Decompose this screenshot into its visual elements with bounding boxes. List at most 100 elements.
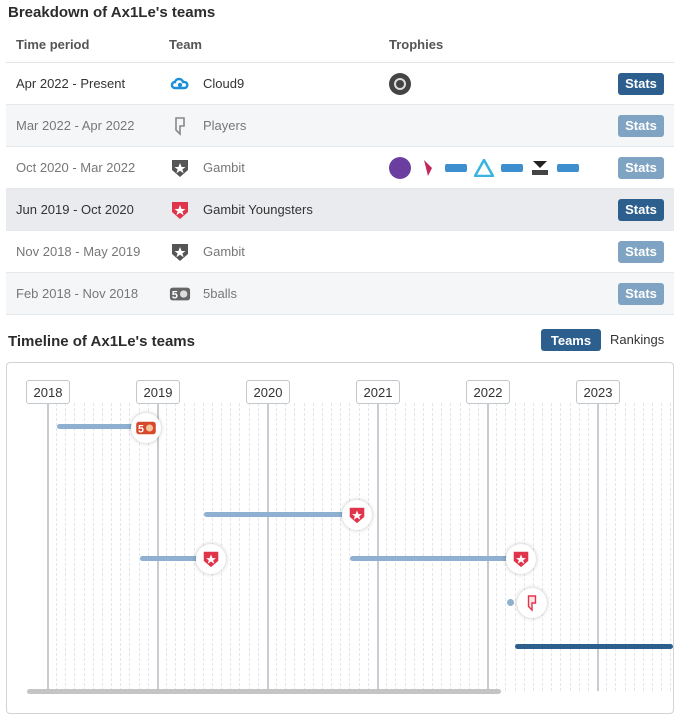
month-gridline <box>670 403 672 691</box>
month-gridline <box>578 403 580 691</box>
month-gridline <box>459 403 461 691</box>
row-team[interactable]: Gambit <box>203 244 245 259</box>
month-gridline <box>551 403 553 691</box>
cloud9-logo-icon[interactable] <box>169 73 191 95</box>
row-team[interactable]: Gambit Youngsters <box>203 202 313 217</box>
month-gridline <box>532 403 534 691</box>
row-team[interactable]: Players <box>203 118 247 133</box>
year-gridline <box>597 403 599 691</box>
stats-button[interactable]: Stats <box>618 240 664 263</box>
year-label: 2022 <box>466 380 510 404</box>
month-gridline <box>441 403 443 691</box>
year-gridline <box>377 403 379 691</box>
year-gridline <box>267 403 269 691</box>
month-gridline <box>505 403 507 691</box>
month-gridline <box>587 403 589 691</box>
month-gridline <box>477 403 479 691</box>
svg-text:5: 5 <box>138 423 144 435</box>
table-row: Apr 2022 - Present Cloud9 Stats <box>6 63 674 105</box>
row-team[interactable]: 5balls <box>203 286 237 301</box>
month-gridline <box>340 403 342 691</box>
month-gridline <box>321 403 323 691</box>
trophy-icon[interactable] <box>557 157 579 179</box>
trophies <box>389 72 411 95</box>
month-gridline <box>294 403 296 691</box>
timeline-bar-gambit-2020[interactable] <box>350 556 510 561</box>
month-gridline <box>468 403 470 691</box>
year-label: 2020 <box>246 380 290 404</box>
table-row: Mar 2022 - Apr 2022 Players Stats <box>6 105 674 147</box>
timeline-bar-gambit-2018[interactable] <box>140 556 202 561</box>
trophy-icon[interactable] <box>473 157 495 179</box>
breakdown-title: Breakdown of Ax1Le's teams <box>8 4 216 21</box>
timeline-bar-cloud9[interactable] <box>515 644 673 649</box>
row-team[interactable]: Cloud9 <box>203 76 245 91</box>
month-gridline <box>193 403 195 691</box>
month-gridline <box>138 403 140 691</box>
tab-rankings[interactable]: Rankings <box>610 332 665 347</box>
gambit-youngsters-logo-icon[interactable] <box>342 500 372 530</box>
month-gridline <box>496 403 498 691</box>
horizontal-scrollbar[interactable] <box>27 689 501 694</box>
month-gridline <box>642 403 644 691</box>
timeline-bar-gambit-youngsters[interactable] <box>204 512 344 517</box>
month-gridline <box>239 403 241 691</box>
row-period: Feb 2018 - Nov 2018 <box>16 286 139 301</box>
header-trophies: Trophies <box>389 36 444 52</box>
players-logo-icon[interactable] <box>169 115 191 137</box>
stats-button[interactable]: Stats <box>618 282 664 305</box>
table-row: Feb 2018 - Nov 2018 5 5balls Stats <box>6 273 674 315</box>
table-header: Time period Team Trophies <box>6 26 674 63</box>
month-gridline <box>395 403 397 691</box>
gambit-logo-icon[interactable] <box>506 544 536 574</box>
5balls-logo-icon[interactable]: 5 <box>131 413 161 443</box>
month-gridline <box>184 403 186 691</box>
month-gridline <box>248 403 250 691</box>
month-gridline <box>404 403 406 691</box>
year-label: 2018 <box>26 380 70 404</box>
stats-button[interactable]: Stats <box>618 114 664 137</box>
timeline-bar-players[interactable] <box>507 599 514 606</box>
month-gridline <box>349 403 351 691</box>
month-gridline <box>175 403 177 691</box>
row-team[interactable]: Gambit <box>203 160 245 175</box>
5balls-logo-icon[interactable]: 5 <box>169 283 191 305</box>
trophy-icon[interactable] <box>417 157 439 179</box>
month-gridline <box>83 403 85 691</box>
year-gridline <box>47 403 49 691</box>
gambit-logo-icon[interactable] <box>169 157 191 179</box>
row-period: Mar 2022 - Apr 2022 <box>16 118 135 133</box>
teams-table: Time period Team Trophies Apr 2022 - Pre… <box>6 26 674 315</box>
trophy-icon[interactable] <box>389 156 411 179</box>
tab-teams[interactable]: Teams <box>541 329 601 351</box>
stats-button[interactable]: Stats <box>618 156 664 179</box>
timeline-bar-5balls[interactable] <box>57 424 137 429</box>
header-time-period: Time period <box>16 36 90 52</box>
stats-button[interactable]: Stats <box>618 72 664 95</box>
year-label: 2019 <box>136 380 180 404</box>
month-gridline <box>661 403 663 691</box>
stats-button[interactable]: Stats <box>618 198 664 221</box>
gambit-youngsters-logo-icon[interactable] <box>169 199 191 221</box>
trophy-icon[interactable] <box>445 157 467 179</box>
trophy-icon[interactable] <box>389 72 411 95</box>
table-row: Jun 2019 - Oct 2020 Gambit Youngsters St… <box>6 189 674 231</box>
month-gridline <box>422 403 424 691</box>
table-row: Nov 2018 - May 2019 Gambit Stats <box>6 231 674 273</box>
month-gridline <box>303 403 305 691</box>
month-gridline <box>120 403 122 691</box>
players-logo-icon[interactable] <box>517 588 547 618</box>
month-gridline <box>367 403 369 691</box>
month-gridline <box>358 403 360 691</box>
gambit-logo-icon[interactable] <box>196 544 226 574</box>
month-gridline <box>74 403 76 691</box>
year-gridline <box>157 403 159 691</box>
month-gridline <box>276 403 278 691</box>
trophy-icon[interactable] <box>501 157 523 179</box>
table-row: Oct 2020 - Mar 2022 Gambit <box>6 147 674 189</box>
month-gridline <box>92 403 94 691</box>
gambit-logo-icon[interactable] <box>169 241 191 263</box>
trophy-icon[interactable] <box>529 157 551 179</box>
svg-text:5: 5 <box>172 289 178 301</box>
month-gridline <box>101 403 103 691</box>
